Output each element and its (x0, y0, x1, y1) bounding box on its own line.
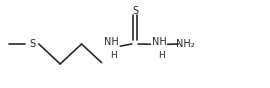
Text: NH: NH (104, 37, 118, 47)
Text: S: S (132, 6, 138, 16)
Text: H: H (158, 51, 164, 60)
Text: S: S (29, 39, 35, 49)
Text: H: H (110, 51, 116, 60)
Text: NH₂: NH₂ (177, 39, 195, 49)
Text: NH: NH (152, 37, 166, 47)
